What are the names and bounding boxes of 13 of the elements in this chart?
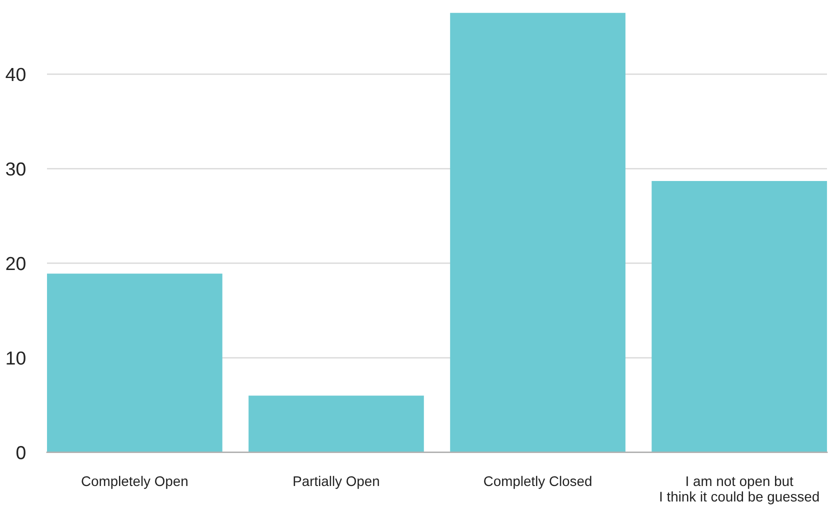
x-tick-label: Completly Closed bbox=[484, 476, 592, 489]
y-tick-label: 30 bbox=[6, 162, 26, 176]
y-tick-label: 20 bbox=[6, 256, 26, 270]
y-tick-label: 10 bbox=[6, 351, 26, 365]
bar bbox=[248, 396, 424, 452]
y-tick-label: 40 bbox=[6, 68, 26, 82]
x-tick-label: Partially Open bbox=[294, 476, 379, 489]
y-tick-label: 0 bbox=[16, 446, 26, 460]
x-tick-label: Completely Open bbox=[82, 476, 188, 489]
x-tick-label: I am not open but I think it could be guessed bbox=[660, 476, 819, 504]
bar bbox=[47, 274, 222, 452]
bar bbox=[652, 180, 827, 452]
bar bbox=[450, 12, 626, 452]
